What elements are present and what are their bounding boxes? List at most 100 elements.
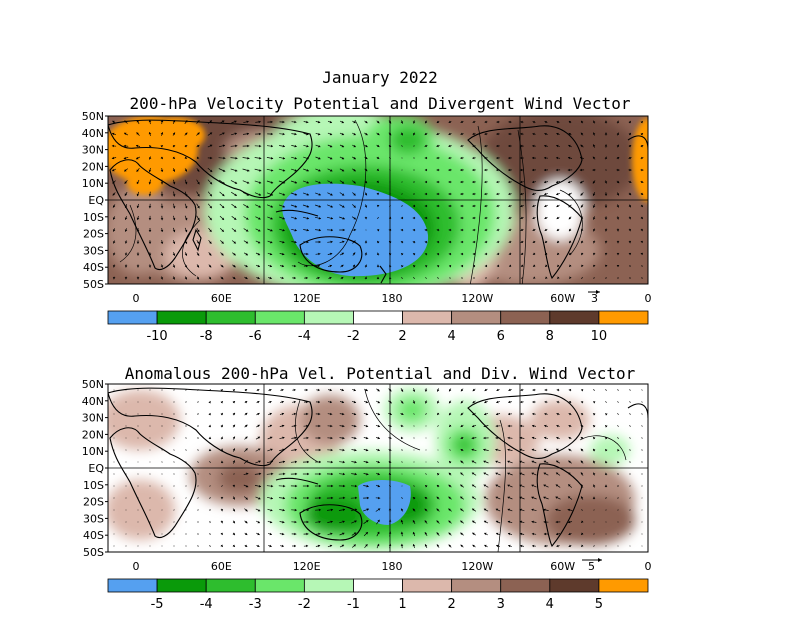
bottom-wind-arrow (197, 497, 199, 499)
bottom-wind-arrow-head (366, 472, 369, 476)
bottom-wind-arrow-head (531, 484, 534, 487)
bottom-wind-arrow-head (269, 424, 272, 428)
top-wind-arrow-head (569, 240, 572, 244)
bottom-wind-arrow (629, 413, 631, 415)
top-wind-arrow-head (353, 169, 356, 172)
bottom-wind-arrow-head (220, 544, 223, 547)
top-wind-arrow-head (209, 229, 212, 232)
top-wind-arrow-head (496, 204, 499, 208)
top-wind-arrow-head (640, 204, 643, 207)
bottom-wind-arrow (209, 532, 211, 536)
top-wind-arrow-head (569, 228, 572, 232)
bottom-wind-arrow-head (330, 532, 333, 536)
bottom-wind-arrow-head (556, 424, 559, 428)
bottom-wind-arrow-head (580, 448, 584, 452)
bottom-wind-arrow-head (424, 401, 428, 404)
top-wind-arrow-head (258, 217, 261, 220)
top-wind-arrow-head (160, 241, 164, 244)
top-y-tick-label: 50N (82, 110, 104, 123)
top-wind-arrow-head (136, 169, 139, 172)
top-wind-arrow-head (235, 169, 238, 172)
top-wind-arrow-head (508, 252, 512, 255)
top-x-tick-label: 60W (550, 292, 575, 305)
top-colorbar-swatch (254, 310, 305, 325)
top-wind-arrow-head (258, 132, 261, 136)
bottom-x-tick-label: 0 (133, 560, 140, 573)
bottom-wind-arrow-head (220, 389, 223, 392)
bottom-wind-arrow-head (400, 436, 404, 440)
bottom-wind-arrow (617, 497, 619, 499)
top-wind-arrow-head (330, 240, 333, 244)
bottom-wind-arrow (592, 389, 596, 391)
top-wind-arrow-head (148, 241, 152, 244)
top-wind-arrow-head (184, 229, 188, 233)
bottom-wind-arrow (209, 545, 211, 547)
top-wind-arrow-head (556, 228, 560, 231)
top-wind-arrow-head (353, 144, 356, 148)
bottom-wind-arrow-head (531, 496, 534, 499)
top-wind-arrow-head (520, 204, 523, 208)
top-wind-arrow-head (306, 252, 309, 256)
top-wind-arrow-head (160, 206, 164, 209)
bottom-wind-arrow-head (460, 484, 463, 487)
bottom-wind-arrow-head (353, 400, 356, 404)
bottom-wind-arrow-head (507, 496, 510, 499)
top-wind-arrow-head (184, 277, 187, 280)
bottom-wind-arrow-head (342, 436, 345, 440)
top-wind-arrow-head (544, 228, 548, 231)
bottom-wind-arrow-head (437, 473, 440, 476)
top-wind-arrow-head (460, 120, 463, 123)
top-wind-arrow-head (568, 133, 571, 136)
top-wind-arrow-head (209, 205, 212, 209)
top-divergent-wind-vectors (111, 119, 644, 280)
top-wind-arrow-head (484, 180, 487, 184)
top-wind-arrow-head (364, 217, 368, 220)
top-wind-arrow-head (305, 276, 308, 280)
bottom-wind-arrow-head (581, 544, 584, 547)
top-wind-arrow-head (628, 204, 631, 208)
bottom-wind-arrow-head (593, 425, 596, 428)
top-colorbar-swatch (205, 310, 256, 325)
top-wind-arrow-head (460, 264, 464, 268)
top-wind-arrow-head (341, 193, 345, 196)
top-wind-arrow-head (628, 132, 631, 136)
top-wind-arrow-head (472, 144, 475, 148)
top-wind-arrow-head (556, 144, 559, 148)
top-wind-arrow-head (520, 144, 523, 148)
bottom-wind-arrow-head (377, 519, 380, 523)
top-wind-arrow-head (270, 181, 274, 184)
bottom-wind-arrow-head (543, 472, 547, 475)
top-wind-arrow-head (436, 253, 440, 256)
bottom-wind-arrow-head (508, 532, 511, 536)
bottom-wind-arrow-head (424, 532, 428, 535)
top-wind-arrow-head (148, 206, 152, 209)
top-wind-arrow-head (330, 217, 333, 220)
top-wind-arrow-head (270, 156, 274, 160)
bottom-wind-arrow-head (484, 400, 487, 404)
top-wind-arrow-head (269, 252, 273, 256)
top-wind-arrow-head (400, 121, 404, 124)
top-wind-arrow-head (318, 181, 321, 184)
top-wind-arrow-head (294, 252, 297, 256)
top-reference-vector: 3 (588, 290, 600, 305)
bottom-wind-arrow-head (543, 508, 546, 512)
bottom-wind-arrow-head (354, 448, 357, 452)
top-wind-arrow-head (532, 168, 535, 172)
bottom-wind-arrow-head (331, 496, 334, 500)
bottom-wind-arrow-head (531, 460, 534, 463)
bottom-wind-arrow-head (495, 448, 498, 452)
top-wind-arrow-head (329, 264, 332, 268)
bottom-wind-arrow-head (294, 436, 297, 440)
bottom-wind-arrow-head (377, 400, 380, 404)
top-wind-arrow-head (579, 168, 582, 172)
top-wind-arrow-head (484, 240, 487, 244)
top-wind-arrow-head (184, 265, 188, 268)
top-colorbar-label: 10 (591, 329, 608, 344)
bottom-wind-arrow-head (460, 424, 463, 427)
bottom-wind-arrow-head (568, 460, 571, 463)
top-wind-arrow-head (400, 216, 403, 220)
top-wind-arrow-head (317, 264, 320, 268)
bottom-wind-arrow-head (448, 544, 451, 547)
top-wind-arrow-head (352, 276, 355, 280)
top-wind-arrow-head (197, 241, 200, 244)
